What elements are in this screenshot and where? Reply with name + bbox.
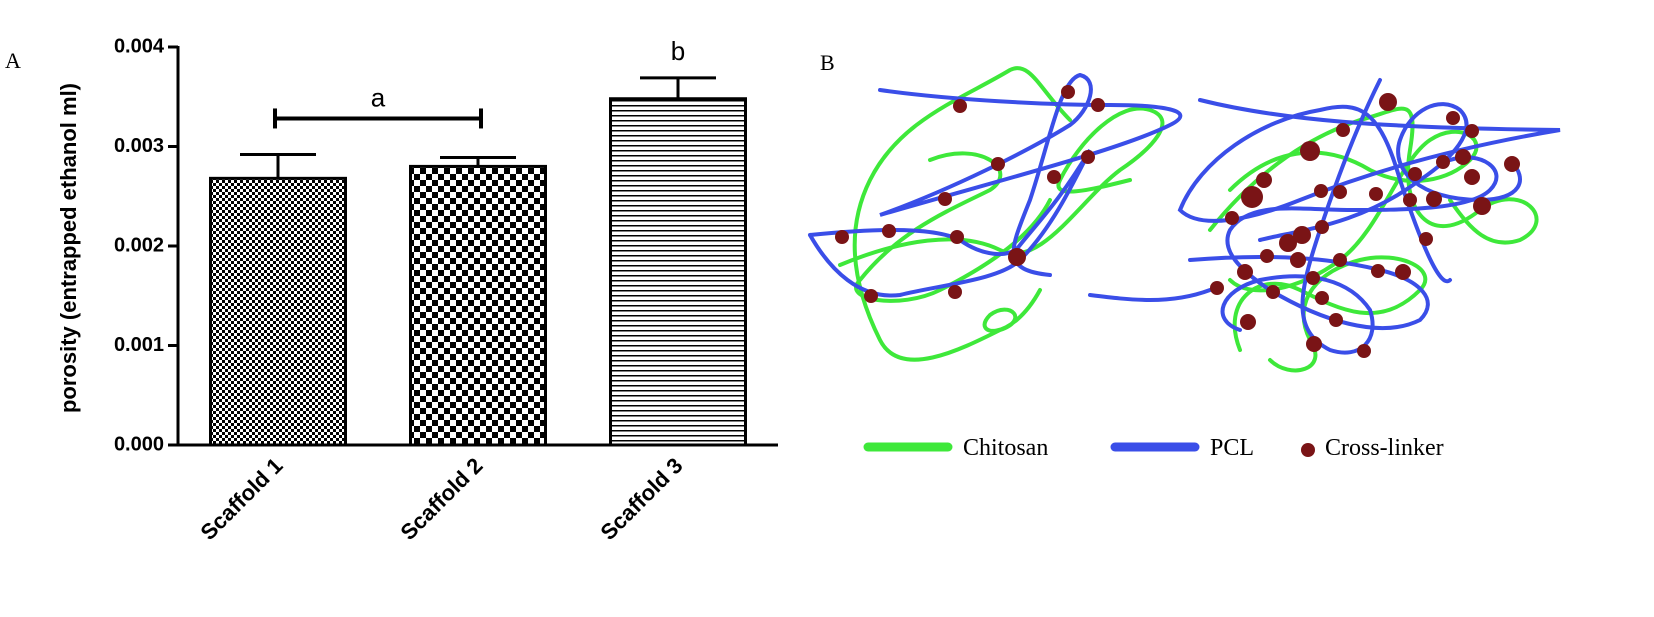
annotation: a	[371, 82, 386, 112]
legend-swatch	[1301, 443, 1315, 457]
x-tick-label: Scaffold 2	[396, 453, 488, 545]
y-tick-label: 0.000	[114, 433, 164, 455]
x-tick-label: Scaffold 3	[596, 453, 688, 545]
network-diagram	[808, 66, 1561, 373]
chitosan-strands	[838, 66, 1539, 373]
bar	[209, 176, 347, 447]
legend-label: Chitosan	[963, 435, 1048, 461]
panel-label: B	[820, 50, 835, 75]
y-axis-label: porosity (entrapped ethanol ml)	[56, 83, 81, 413]
bar-chart: 0.000 0.001 0.002 0.003 0.004 Scaffold 1 Scaff…	[114, 35, 778, 545]
bar	[409, 164, 547, 447]
y-tick-label: 0.002	[114, 234, 164, 256]
x-tick-label: Scaffold 1	[196, 453, 288, 545]
legend-label: Cross-linker	[1325, 435, 1444, 461]
panel-label: A	[5, 48, 21, 73]
y-tick-label: 0.001	[114, 334, 164, 356]
legend: Chitosan PCL Cross-linker	[863, 435, 1444, 461]
y-tick-label: 0.004	[114, 35, 165, 57]
legend-label: PCL	[1210, 435, 1254, 461]
cross-linker-dots	[835, 85, 1520, 358]
bar	[609, 97, 747, 447]
annotation: b	[671, 36, 685, 66]
y-tick-label: 0.003	[114, 135, 164, 157]
